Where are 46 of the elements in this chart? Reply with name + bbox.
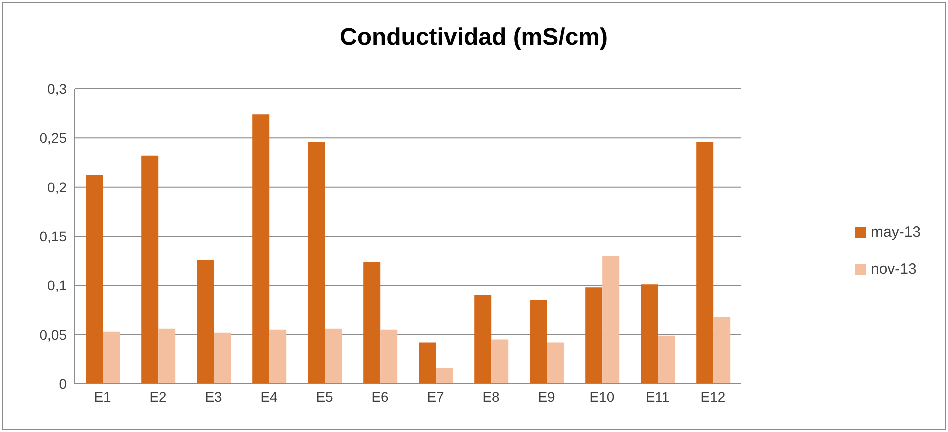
bar	[419, 342, 436, 384]
bar	[214, 332, 232, 384]
y-tick-label: 0,05	[40, 326, 68, 343]
bar	[308, 142, 326, 384]
bar	[602, 256, 620, 384]
bar	[586, 288, 603, 384]
bar	[658, 336, 676, 384]
bar	[641, 284, 658, 384]
x-tick-label: E6	[372, 388, 390, 405]
y-tick-label: 0,15	[40, 228, 68, 244]
y-tick-label: 0,3	[48, 80, 68, 97]
bar	[380, 330, 398, 384]
x-tick-label: E2	[150, 388, 168, 405]
x-tick-label: E1	[94, 388, 112, 405]
bar	[547, 342, 564, 384]
legend-label: may-13	[871, 224, 922, 240]
bar	[142, 156, 159, 384]
bar	[158, 328, 176, 384]
bar	[270, 330, 287, 384]
bar	[325, 328, 342, 384]
x-tick-label: E11	[646, 388, 670, 405]
bar	[492, 340, 509, 384]
y-tick-label: 0,1	[48, 278, 68, 294]
bar	[197, 260, 214, 384]
bar	[252, 114, 270, 384]
x-tick-label: E9	[538, 388, 556, 405]
x-tick-label: E7	[427, 388, 445, 405]
chart-title: Conductividad (mS/cm)	[338, 24, 610, 52]
y-tick-label: 0	[59, 376, 68, 392]
y-tick-label: 0,25	[40, 130, 68, 146]
legend-label: nov-13	[871, 260, 917, 278]
x-tick-label: E8	[482, 388, 500, 405]
bar	[103, 332, 120, 384]
x-tick-label: E12	[700, 388, 726, 405]
bar	[696, 142, 714, 384]
x-tick-label: E3	[205, 388, 223, 405]
bar	[714, 317, 731, 384]
bar	[364, 262, 381, 384]
x-tick-label: E10	[590, 388, 615, 405]
bar	[530, 300, 548, 384]
bar	[436, 368, 454, 384]
x-tick-label: E4	[260, 388, 278, 405]
bar	[86, 176, 104, 384]
bar	[474, 296, 492, 384]
y-tick-label: 0,2	[48, 179, 68, 196]
x-tick-label: E5	[316, 388, 334, 405]
